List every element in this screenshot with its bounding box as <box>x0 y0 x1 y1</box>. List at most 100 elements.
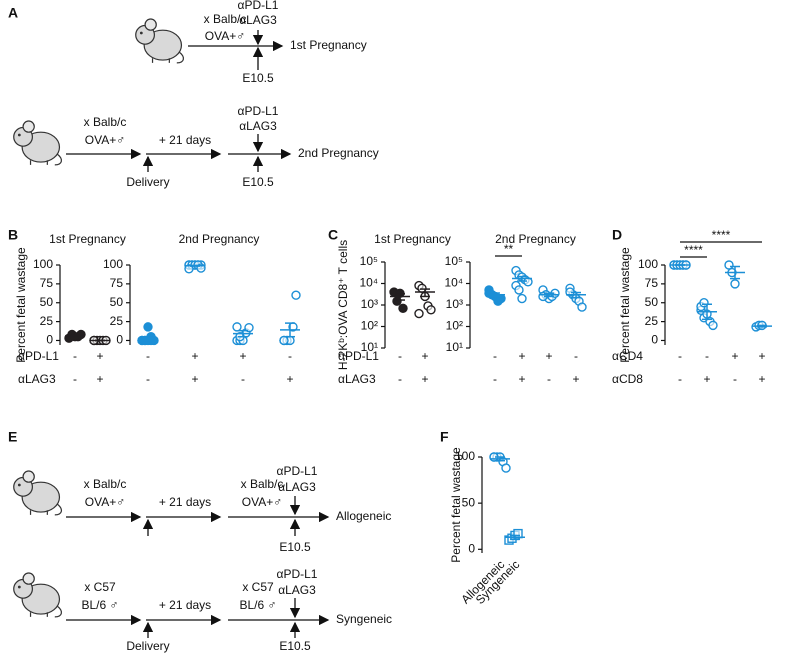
condition-sign: + <box>518 372 525 386</box>
label: OVA+♂ <box>242 495 282 509</box>
label: E10.5 <box>279 540 311 554</box>
condition-sign: - <box>705 349 709 363</box>
label: + 21 days <box>159 495 211 509</box>
point <box>279 335 289 346</box>
point <box>501 463 511 473</box>
significance-label: **** <box>684 243 703 257</box>
label: x Balb/c <box>84 477 127 491</box>
y-tick-label: 75 <box>645 276 659 290</box>
label: αPD-L1 <box>277 464 318 478</box>
significance-label: **** <box>712 228 731 242</box>
y-tick-label: 50 <box>40 295 54 309</box>
point <box>398 303 408 314</box>
panel-label: E <box>8 429 17 445</box>
condition-sign: - <box>398 372 402 386</box>
condition-sign: - <box>493 372 497 386</box>
label: OVA+♂ <box>85 495 125 509</box>
point <box>426 305 436 315</box>
condition-sign: + <box>421 349 428 363</box>
point <box>232 322 242 332</box>
condition-sign: + <box>191 349 198 363</box>
y-axis-label: H-2Kᵇ:OVA CD8⁺ T cells <box>336 240 350 370</box>
y-tick-label: 50 <box>462 495 476 509</box>
condition-sign: - <box>733 372 737 386</box>
condition-sign: - <box>73 349 77 363</box>
condition-sign: + <box>518 349 525 363</box>
y-axis-label: Percent fetal wastage <box>618 247 632 363</box>
condition-sign: - <box>398 349 402 363</box>
y-tick-label: 0 <box>116 333 123 347</box>
condition-label: αPD-L1 <box>338 349 379 363</box>
point <box>291 290 301 300</box>
label: + 21 days <box>159 598 211 612</box>
condition-sign: - <box>146 349 150 363</box>
label: E10.5 <box>279 639 311 653</box>
label: x Balb/c <box>241 477 284 491</box>
y-tick-label: 10³ <box>361 297 378 311</box>
label: + 21 days <box>159 133 211 147</box>
schematic-a: x Balb/c OVA+♂ αPD-L1 αLAG3 E10.5 1st Pr… <box>13 0 379 189</box>
condition-sign: + <box>758 372 765 386</box>
y-tick-label: 75 <box>40 276 54 290</box>
y-tick-label: 100 <box>455 449 475 463</box>
subplot-title: 1st Pregnancy <box>374 232 451 246</box>
y-tick-label: 100 <box>33 257 53 271</box>
condition-label: αCD8 <box>612 372 643 386</box>
point <box>244 322 254 333</box>
y-tick-label: 100 <box>638 257 658 271</box>
label: BL/6 ♂ <box>81 598 118 612</box>
y-tick-label: 100 <box>103 257 123 271</box>
y-tick-label: 75 <box>110 276 124 290</box>
label: αPD-L1 <box>238 104 279 118</box>
condition-sign: + <box>96 372 103 386</box>
label: αLAG3 <box>239 119 277 133</box>
y-tick-label: 10⁴ <box>359 276 378 290</box>
label: αLAG3 <box>278 480 316 494</box>
y-tick-label: 10⁵ <box>445 254 463 268</box>
label: Syngeneic <box>336 612 392 626</box>
y-tick-label: 10⁵ <box>360 254 378 268</box>
label: Delivery <box>126 639 169 653</box>
point <box>496 293 506 304</box>
label: αLAG3 <box>239 13 277 27</box>
point <box>143 322 153 332</box>
point <box>517 293 527 304</box>
y-axis-label: Percent fetal wastage <box>14 247 28 363</box>
condition-sign: - <box>73 372 77 386</box>
condition-sign: - <box>146 372 150 386</box>
y-axis-label: Percent fetal wastage <box>449 447 463 563</box>
y-tick-label: 25 <box>645 314 659 328</box>
label: αPD-L1 <box>238 0 279 12</box>
point <box>730 279 740 289</box>
point <box>724 260 734 270</box>
condition-sign: + <box>239 349 246 363</box>
point <box>514 285 524 295</box>
label: 1st Pregnancy <box>290 38 367 52</box>
y-tick-label: 0 <box>651 333 658 347</box>
y-tick-label: 50 <box>645 295 659 309</box>
schematic-e: x Balb/c OVA+♂ + 21 days x Balb/c OVA+♂ … <box>13 464 392 653</box>
y-tick-label: 10² <box>361 319 378 333</box>
point <box>577 302 587 312</box>
point <box>708 320 718 331</box>
condition-sign: + <box>545 349 552 363</box>
condition-sign: - <box>678 349 682 363</box>
y-tick-label: 0 <box>46 333 53 347</box>
y-tick-label: 10¹ <box>361 340 378 354</box>
condition-label: αCD4 <box>612 349 643 363</box>
condition-sign: + <box>758 349 765 363</box>
condition-sign: + <box>96 349 103 363</box>
condition-sign: - <box>493 349 497 363</box>
label: OVA+♂ <box>85 133 125 147</box>
y-tick-label: 10¹ <box>446 340 463 354</box>
label: x Balb/c <box>204 12 247 26</box>
label: x Balb/c <box>84 115 127 129</box>
panel-label: B <box>8 227 18 243</box>
label: Allogeneic <box>336 509 391 523</box>
subplot-title: 2nd Pregnancy <box>179 232 260 246</box>
condition-sign: + <box>421 372 428 386</box>
condition-sign: - <box>241 372 245 386</box>
y-tick-label: 25 <box>110 314 124 328</box>
panel-label: F <box>440 429 449 445</box>
